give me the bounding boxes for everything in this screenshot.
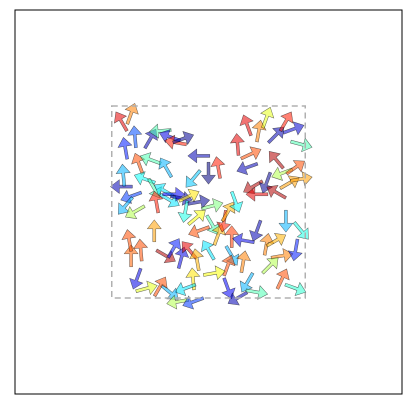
- quiver-arrow: [201, 198, 224, 213]
- quiver-arrow: [236, 250, 252, 273]
- quiver-arrow: [285, 160, 305, 176]
- quiver-arrow: [174, 281, 197, 297]
- quiver-arrow: [221, 277, 236, 300]
- quiver-arrow: [290, 137, 313, 153]
- quiver-arrow: [282, 121, 305, 136]
- quiver-arrow: [146, 219, 162, 243]
- quiver-arrow: [266, 185, 287, 200]
- quiver-arrow: [187, 148, 211, 164]
- quiver-arrow: [287, 238, 303, 262]
- quiver-arrow: [221, 254, 236, 277]
- quiver-arrow: [188, 224, 211, 239]
- quiver-arrow: [117, 196, 134, 215]
- quiver-arrow: [127, 125, 143, 149]
- quiver-arrow: [158, 157, 174, 179]
- quiver-arrow: [236, 161, 259, 176]
- quiver-arrow: [133, 238, 149, 262]
- quiver-arrow: [284, 281, 307, 297]
- quiver-arrow: [268, 151, 285, 170]
- quiver-arrow: [239, 272, 255, 293]
- quiver-arrow: [123, 244, 139, 268]
- quiver-arrow: [245, 285, 269, 300]
- quiver-arrow: [178, 188, 200, 203]
- quiver-arrow: [166, 238, 182, 259]
- quiver-arrow: [159, 129, 181, 144]
- quiver-arrow: [148, 123, 172, 139]
- quiver-arrow: [117, 137, 133, 160]
- quiver-arrow: [139, 152, 162, 167]
- quiver-arrow: [239, 114, 254, 137]
- quiver-arrow: [166, 294, 189, 310]
- quiver-arrow: [135, 280, 158, 296]
- quiver-arrow: [240, 146, 262, 161]
- quiver-arrow: [229, 190, 244, 213]
- quiver-arrow: [229, 133, 245, 156]
- quiver-arrow: [185, 169, 202, 188]
- axes-frame: [14, 9, 403, 395]
- quiver-arrow: [271, 166, 294, 181]
- quiver-arrow: [174, 246, 190, 269]
- quiver-arrow: [210, 156, 226, 179]
- quiver-arrow: [200, 161, 217, 185]
- quiver-arrow: [129, 267, 144, 290]
- dashed-region-box: [111, 105, 306, 299]
- quiver-arrow: [172, 130, 195, 146]
- quiver-arrow: [265, 233, 287, 248]
- quiver-arrow: [114, 111, 129, 132]
- quiver-arrow: [109, 179, 133, 195]
- quiver-arrow: [124, 102, 139, 125]
- quiver-arrow: [278, 111, 294, 132]
- quiver-arrow: [249, 219, 264, 242]
- quiver-arrow: [261, 257, 279, 275]
- quiver-arrow: [260, 106, 275, 129]
- quiver-arrow: [245, 186, 269, 202]
- quiver-arrow: [232, 232, 255, 248]
- quiver-arrow: [189, 248, 204, 271]
- quiver-arrow: [121, 229, 137, 252]
- quiver-arrow: [125, 204, 146, 219]
- quiver-arrow: [152, 276, 168, 298]
- quiver-arrow: [202, 265, 226, 281]
- arrow-layer: [109, 102, 313, 310]
- quiver-arrow: [148, 190, 164, 214]
- quiver-arrow: [201, 240, 216, 261]
- quiver-arrow: [177, 200, 193, 223]
- quiver-arrow: [278, 209, 294, 233]
- quiver-arrow: [275, 268, 290, 290]
- quiver-arrow: [187, 209, 206, 226]
- quiver-arrow: [224, 225, 240, 248]
- quiver-arrow: [182, 295, 205, 310]
- quiver-arrow: [185, 267, 201, 291]
- quiver-arrow: [187, 194, 211, 210]
- quiver-arrow: [289, 171, 313, 187]
- plot-background: [15, 10, 402, 394]
- quiver-arrow: [115, 163, 131, 187]
